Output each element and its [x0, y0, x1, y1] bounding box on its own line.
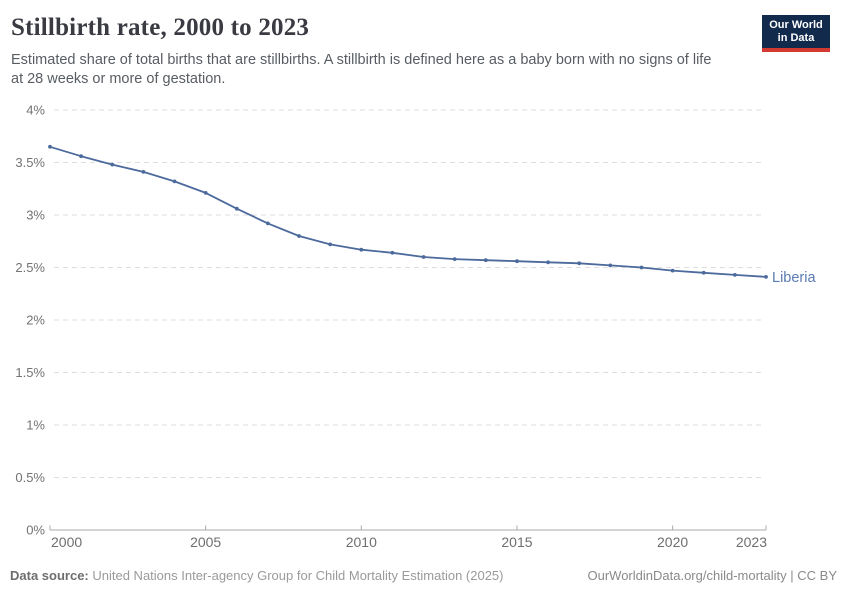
data-point-marker[interactable]: [421, 255, 426, 259]
owid-logo-line2: in Data: [777, 32, 815, 44]
data-point-marker[interactable]: [483, 258, 488, 263]
x-axis: 2000 2005 2010 2015 2020 2023: [49, 525, 767, 550]
chart-footer: Data source: United Nations Inter-agency…: [10, 568, 837, 584]
data-point-marker[interactable]: [203, 191, 208, 195]
x-axis-tick-label: 2020: [657, 534, 688, 550]
data-point-marker[interactable]: [359, 247, 364, 252]
owid-logo-line1: Our World: [769, 19, 823, 31]
y-axis-tick-label: 2%: [26, 313, 45, 328]
data-point-marker[interactable]: [172, 179, 177, 184]
y-axis-tick-label: 1%: [26, 418, 45, 433]
data-point-marker[interactable]: [764, 275, 768, 279]
y-axis-tick-label: 4%: [26, 103, 45, 118]
data-point-marker[interactable]: [515, 259, 519, 264]
y-axis-tick-label: 0%: [26, 523, 45, 538]
data-point-marker[interactable]: [670, 268, 675, 273]
y-axis-tick-label: 2.5%: [15, 260, 45, 275]
series-label-liberia[interactable]: Liberia: [772, 270, 816, 286]
data-point-marker[interactable]: [701, 270, 706, 275]
footer-license-link[interactable]: OurWorldinData.org/child-mortality | CC …: [587, 568, 838, 583]
y-axis-tick-label: 3.5%: [15, 155, 45, 170]
x-axis-tick-label: 2015: [501, 534, 532, 550]
series-line: [49, 145, 767, 278]
data-point-marker[interactable]: [297, 234, 301, 238]
data-point-marker[interactable]: [608, 263, 613, 268]
data-point-marker[interactable]: [546, 260, 550, 265]
series-liberia[interactable]: Liberia: [48, 144, 816, 286]
chart-header: Stillbirth rate, 2000 to 2023 Estimated …: [11, 13, 839, 89]
chart-subtitle-line2: at 28 weeks or more of gestation.: [11, 71, 226, 87]
data-point-marker[interactable]: [733, 273, 737, 277]
data-point-marker[interactable]: [266, 221, 270, 226]
data-source: Data source: United Nations Inter-agency…: [10, 568, 504, 584]
y-axis-tick-label: 0.5%: [15, 470, 45, 485]
x-axis-tick-label: 2023: [736, 534, 767, 550]
data-source-label: Data source:: [10, 568, 89, 583]
y-gridlines: 0% 0.5% 1% 1.5% 2% 2.5% 3% 3.5% 4%: [15, 103, 763, 538]
x-axis-tick-label: 2010: [346, 534, 377, 550]
data-point-marker[interactable]: [79, 154, 83, 159]
data-source-text: United Nations Inter-agency Group for Ch…: [88, 568, 504, 583]
data-point-marker[interactable]: [452, 257, 457, 261]
owid-logo[interactable]: Our World in Data: [762, 15, 830, 52]
data-point-marker[interactable]: [577, 261, 582, 266]
y-axis-tick-label: 1.5%: [15, 365, 45, 380]
data-point-marker[interactable]: [390, 250, 395, 255]
data-point-marker[interactable]: [639, 265, 644, 270]
data-point-marker[interactable]: [110, 162, 115, 167]
x-axis-tick-label: 2005: [190, 534, 221, 550]
data-point-marker[interactable]: [48, 144, 52, 149]
x-axis-tick-label: 2000: [51, 534, 82, 550]
chart-subtitle-line1: Estimated share of total births that are…: [11, 52, 712, 68]
chart-subtitle: Estimated share of total births that are…: [11, 51, 839, 89]
data-point-marker[interactable]: [141, 170, 146, 174]
data-point-marker[interactable]: [328, 242, 333, 247]
y-axis-tick-label: 3%: [26, 208, 45, 223]
data-point-marker[interactable]: [234, 206, 239, 211]
chart-title: Stillbirth rate, 2000 to 2023: [11, 14, 310, 41]
